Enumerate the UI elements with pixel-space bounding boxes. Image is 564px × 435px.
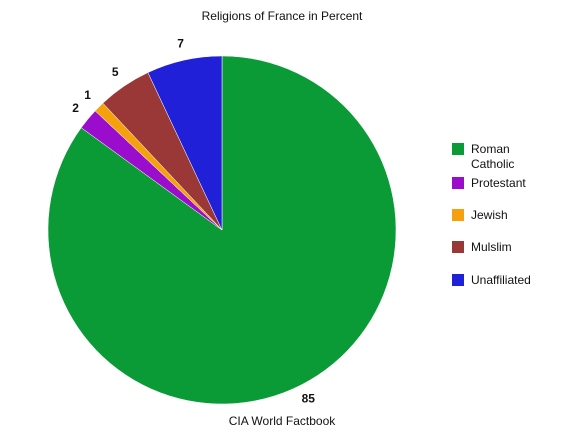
- legend-label: Jewish: [471, 208, 508, 222]
- pie-slice: [147, 55, 223, 231]
- legend-swatch: [452, 209, 464, 221]
- legend-label: Mulslim: [471, 240, 512, 254]
- chart-caption: CIA World Factbook: [229, 414, 336, 428]
- chart-title: Religions of France in Percent: [202, 9, 363, 23]
- legend-item: Mulslim: [452, 240, 551, 255]
- legend-label: Unaffiliated: [471, 273, 531, 287]
- legend-label: Protestant: [471, 176, 526, 190]
- legend-swatch: [452, 177, 464, 189]
- legend-label: Roman Catholic: [471, 142, 515, 171]
- slice-label: 7: [177, 37, 184, 51]
- legend-swatch: [452, 274, 464, 286]
- slice-label: 2: [72, 101, 79, 115]
- legend-swatch: [452, 241, 464, 253]
- legend-item: Protestant: [452, 176, 551, 191]
- legend-swatch: [452, 143, 464, 155]
- legend-item: Roman Catholic: [452, 142, 551, 172]
- slice-label: 5: [112, 65, 119, 79]
- slice-label: 85: [302, 391, 316, 405]
- legend-item: Unaffiliated: [452, 273, 551, 288]
- slice-label: 1: [84, 88, 91, 102]
- legend-item: Jewish: [452, 208, 551, 223]
